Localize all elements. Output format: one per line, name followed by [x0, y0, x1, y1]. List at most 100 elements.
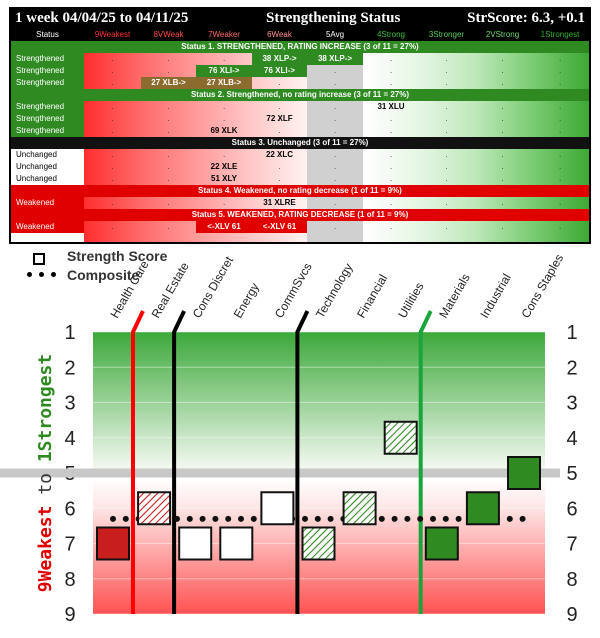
table-title: Strengthening Status [266, 10, 401, 26]
empty-cell-dot: . [559, 174, 562, 183]
empty-cell-dot: . [167, 114, 170, 123]
y-axis-label: 9Weakest to 1Strongest [35, 354, 56, 592]
empty-cell-dot: . [445, 150, 448, 159]
column-header: 2VStrong [485, 30, 520, 39]
composite-dot [122, 515, 129, 522]
status-row: Strengthened.........38 XLP->38 XLP-> [11, 53, 589, 65]
y-tick-label-right: 4 [566, 428, 577, 450]
category-label: Health Care [107, 258, 151, 321]
empty-cell-dot: . [390, 126, 393, 135]
empty-cell-dot: . [445, 174, 448, 183]
y-tick-label-right: 2 [566, 357, 577, 379]
empty-cell-dot: . [167, 198, 170, 207]
status-label: Unchanged [11, 161, 84, 173]
status-row: Unchanged......... 51 XLY [11, 173, 589, 185]
composite-dot [199, 515, 206, 522]
y-tick-label-left: 3 [64, 393, 75, 415]
ticker-cell: 72 XLF [266, 114, 293, 123]
empty-cell-dot: . [223, 126, 226, 135]
ticker-cell: <-XLV 61 [196, 221, 252, 233]
category-label: Cons Discret [190, 253, 237, 320]
column-header: 5Avg [325, 30, 345, 39]
empty-cell-dot: . [445, 222, 448, 231]
empty-cell-dot: . [501, 222, 504, 231]
composite-dot [174, 515, 180, 522]
empty-cell-dot: . [501, 78, 504, 87]
strength-marker [342, 491, 377, 526]
empty-cell-dot: . [559, 222, 562, 231]
empty-cell-dot: . [334, 222, 337, 231]
empty-cell-dot: . [334, 102, 337, 111]
empty-cell-dot: . [111, 102, 114, 111]
legend-composite: Composite [67, 267, 140, 283]
empty-cell-dot: . [223, 162, 226, 171]
empty-cell-dot: . [559, 150, 562, 159]
empty-cell-dot: . [167, 162, 170, 171]
ticker-cell: 22 XLC [265, 150, 294, 159]
empty-cell-dot: . [278, 174, 281, 183]
y-tick-label-right: 8 [566, 569, 577, 591]
status-rows: Status 1. STRENGTHENED, RATING INCREASE … [11, 41, 589, 242]
empty-cell-dot: . [559, 114, 562, 123]
section-heading: Status 4. Weakened, no rating decrease (… [11, 185, 589, 197]
empty-cell-dot: . [223, 102, 226, 111]
strength-marker [424, 526, 459, 561]
empty-cell-dot: . [501, 54, 504, 63]
column-header: 6Weak [267, 30, 292, 39]
status-label: Unchanged [11, 149, 84, 161]
empty-cell-dot: . [167, 54, 170, 63]
empty-cell-dot: . [334, 174, 337, 183]
empty-cell-dot: . [501, 126, 504, 135]
empty-cell-dot: . [390, 102, 393, 111]
empty-cell-dot: . [111, 174, 114, 183]
empty-cell-dot: . [501, 66, 504, 75]
empty-cell-dot: . [445, 198, 448, 207]
empty-cell-dot: . [390, 162, 393, 171]
empty-cell-dot: . [278, 114, 281, 123]
composite-legend-dot [27, 272, 32, 277]
composite-dot [417, 515, 424, 522]
empty-cell-dot: . [223, 174, 226, 183]
empty-cell-dot: . [167, 150, 170, 159]
empty-cell-dot: . [390, 54, 393, 63]
strength-marker [507, 456, 541, 490]
status-row: Unchanged......... 22 XLC [11, 149, 589, 161]
empty-cell-dot: . [334, 114, 337, 123]
strength-marker [383, 420, 418, 455]
status-label: Weakened [11, 221, 84, 233]
y-tick-label-right: 6 [566, 498, 577, 520]
ticker-cell: 27 XLB-> [141, 77, 196, 89]
empty-cell-dot: . [559, 162, 562, 171]
empty-cell-dot: . [111, 198, 114, 207]
section-heading: Status 2. Strengthened, no rating increa… [11, 89, 589, 101]
empty-cell-dot: . [167, 102, 170, 111]
status-label: Unchanged [11, 173, 84, 185]
y-tick-label-right: 7 [566, 534, 577, 556]
empty-cell-dot: . [559, 78, 562, 87]
status-label: Strengthened [11, 101, 84, 113]
y-tick-label-right: 9 [566, 604, 577, 626]
column-header: 9Weakest [94, 30, 131, 39]
status-label: Strengthened [11, 125, 84, 137]
category-label: Real Estate [149, 259, 192, 320]
empty-cell-dot: . [445, 114, 448, 123]
status-row: Strengthened.........76 XLI->76 XLI-> [11, 65, 589, 77]
empty-cell-dot: . [223, 54, 226, 63]
composite-dot [225, 515, 232, 522]
empty-cell-dot: . [390, 78, 393, 87]
legend-strength-score: Strength Score [67, 248, 168, 264]
category-vertical-line [131, 310, 145, 614]
status-row: Strengthened......... 69 XLK [11, 125, 589, 137]
category-label: Materials [436, 271, 472, 320]
empty-cell-dot: . [559, 126, 562, 135]
section-heading: Status 5. WEAKENED, RATING DECREASE (1 o… [11, 209, 589, 221]
strength-marker [219, 526, 254, 561]
y-tick-label-left: 9 [64, 604, 75, 626]
composite-dot [378, 515, 385, 522]
empty-cell-dot: . [445, 162, 448, 171]
empty-cell-dot: . [167, 222, 170, 231]
empty-cell-dot: . [445, 102, 448, 111]
y-tick-label-left: 7 [64, 534, 75, 556]
strength-marker [301, 526, 336, 561]
status-label: Strengthened [11, 65, 84, 77]
